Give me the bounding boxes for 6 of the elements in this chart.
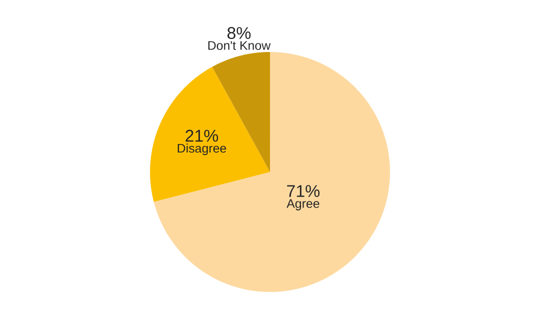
slice-label: Don't Know	[208, 41, 271, 50]
slice-label: Agree	[286, 199, 320, 210]
data-label: 8%	[227, 27, 251, 40]
data-label: 71%	[287, 185, 320, 197]
data-label: 21%	[186, 130, 218, 142]
slice-label: Disagree	[178, 144, 226, 156]
